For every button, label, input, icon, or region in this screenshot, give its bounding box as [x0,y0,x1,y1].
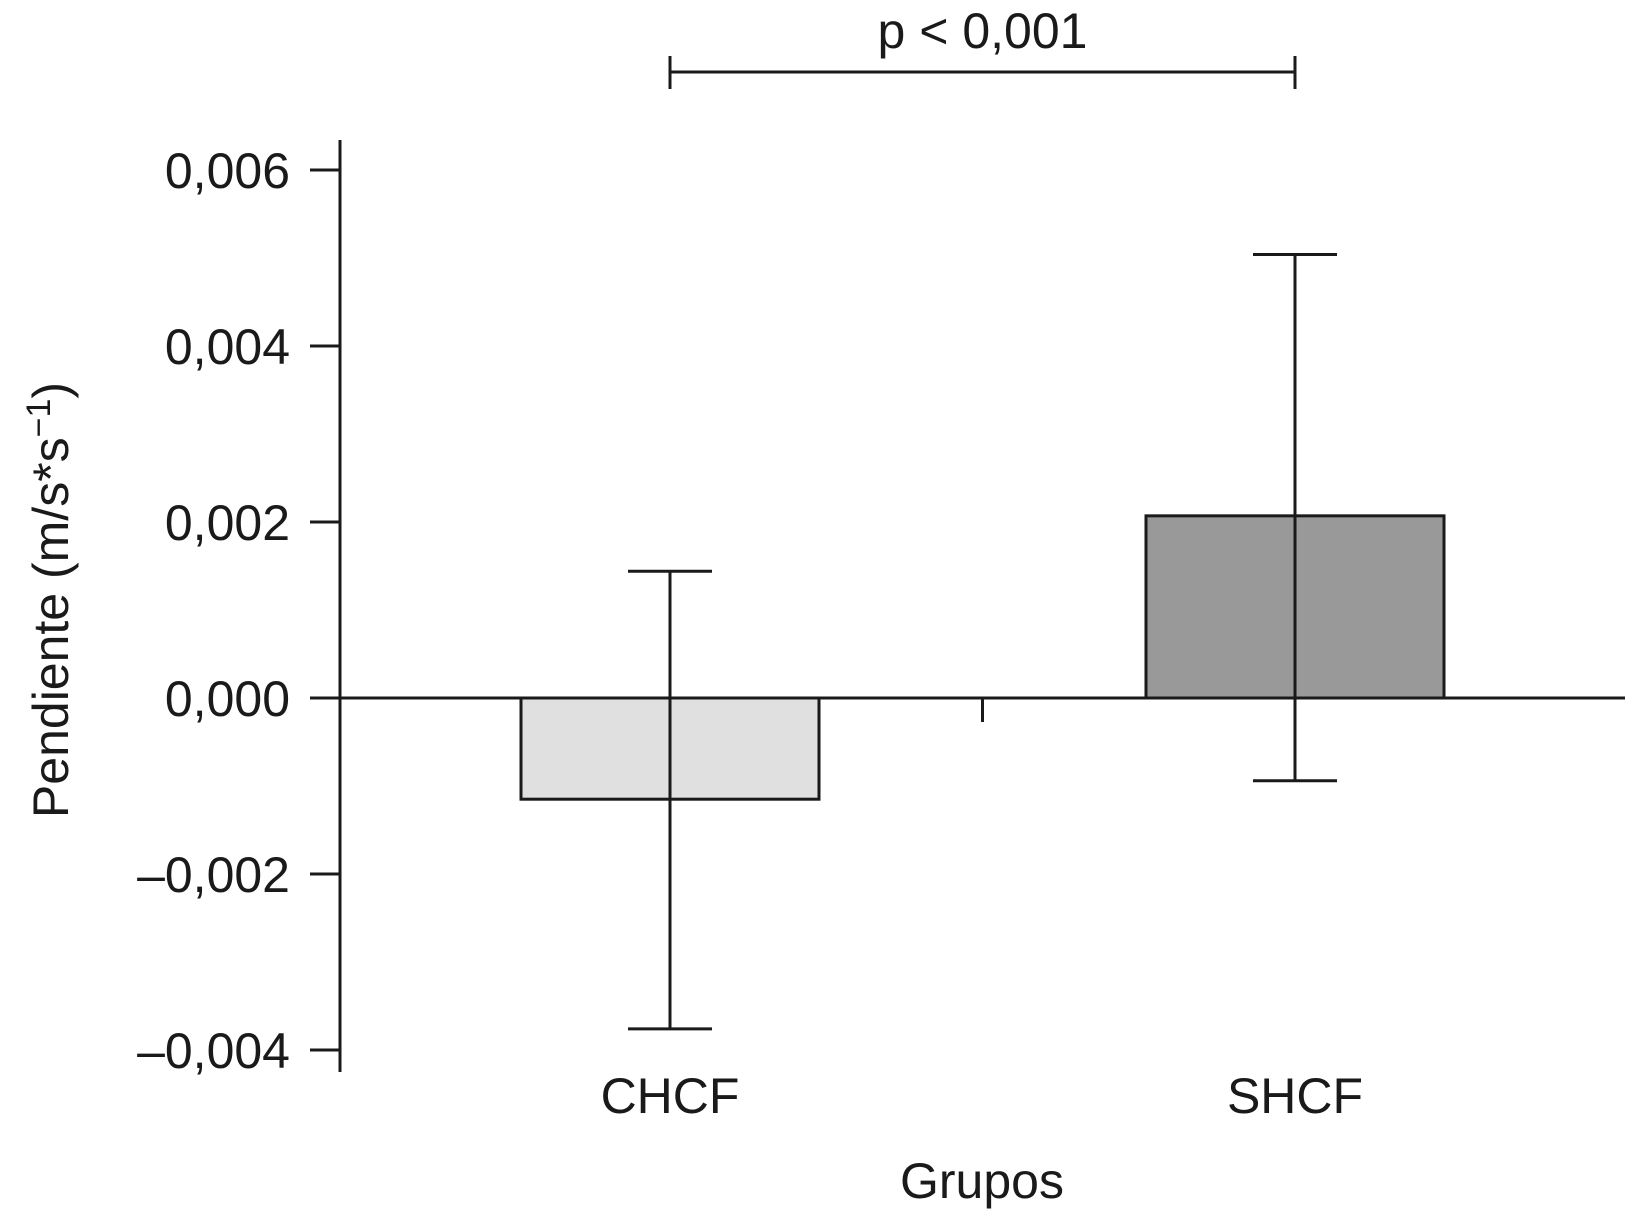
y-ticks: 0,006 0,004 0,002 0,000 –0,002 –0,004 [137,143,340,1079]
y-tick-label: –0,002 [137,847,290,903]
error-bars [628,252,1337,1031]
y-axis-title: Pendiente (m/s*s−1) [20,382,79,818]
x-tick-label: SHCF [1227,1068,1363,1124]
category-labels: CHCF SHCF [601,1068,1363,1124]
y-tick-label: 0,006 [165,143,290,199]
y-tick-label: 0,004 [165,319,290,375]
y-axis-title-superscript: −1 [20,399,58,438]
y-axis-title-main: Pendiente (m/s*s [23,437,79,818]
p-value-label: p < 0,001 [878,3,1088,59]
y-tick-label: –0,004 [137,1023,290,1079]
x-tick-label: CHCF [601,1068,740,1124]
bars [519,514,1446,801]
significance-bracket: p < 0,001 [668,3,1297,89]
y-axis-title-close: ) [23,382,79,399]
y-tick-label: 0,002 [165,495,290,551]
x-axis-title: Grupos [900,1153,1064,1209]
y-tick-label: 0,000 [165,671,290,727]
significance-bracket-line [668,56,1297,89]
